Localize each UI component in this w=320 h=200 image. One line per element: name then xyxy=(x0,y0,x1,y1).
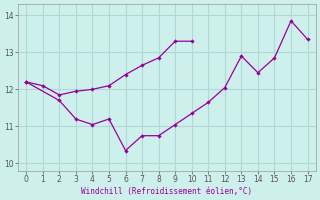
X-axis label: Windchill (Refroidissement éolien,°C): Windchill (Refroidissement éolien,°C) xyxy=(81,187,252,196)
